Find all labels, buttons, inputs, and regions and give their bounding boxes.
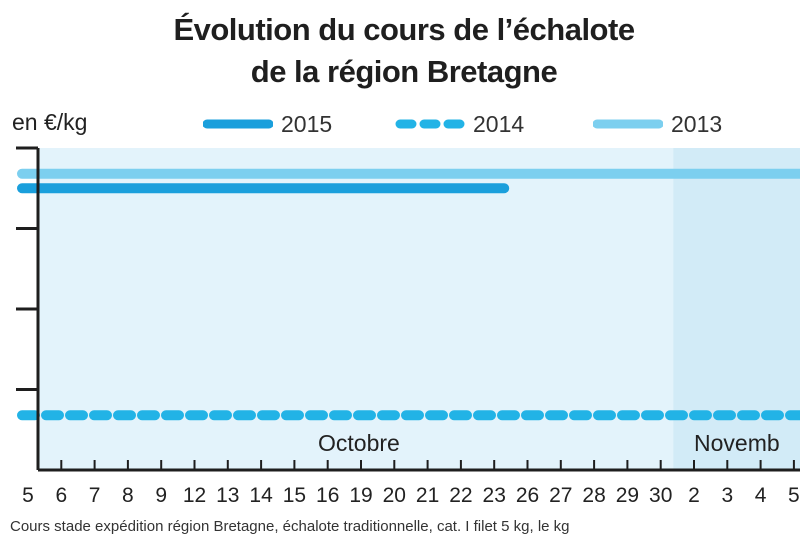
x-tick-label: 16 [316,484,339,507]
series-layer [17,168,800,421]
axis-layer [16,146,800,472]
legend-swatch-2014 [395,119,465,129]
x-tick-label: 19 [349,484,372,507]
x-tick-label: 26 [516,484,539,507]
x-tick-label: 9 [155,484,167,507]
x-tick-label: 2 [688,484,700,507]
x-tick-label: 12 [183,484,206,507]
x-tick-label: 13 [216,484,239,507]
x-tick-label: 7 [89,484,101,507]
y-axis-unit-label: en €/kg [12,109,88,135]
x-tick-label: 14 [249,484,273,507]
x-tick-label: 22 [449,484,472,507]
x-tick-label: 27 [549,484,572,507]
legend-label-2015: 2015 [281,110,333,137]
legend-label-2014: 2014 [473,110,525,137]
x-tick-label: 5 [22,484,34,507]
legend-swatch-2013 [593,119,663,129]
legend-label-2013: 2013 [671,110,723,137]
x-tick-label: 21 [416,484,439,507]
x-tick-label: 29 [616,484,639,507]
x-tick-label: 28 [582,484,605,507]
legend-item-2014: 2014 [395,108,524,140]
chart-title-line1: Évolution du cours de l’échalote [173,12,635,47]
legend-swatch-2015 [203,119,273,129]
x-tick-label: 5 [788,484,800,507]
x-tick-label: 6 [55,484,67,507]
x-tick-label: 3 [721,484,733,507]
november-band [673,148,800,470]
x-tick-label: 20 [383,484,406,507]
x-tick-label: 8 [122,484,134,507]
month-label-novembre: Novemb [694,430,780,456]
label-layer: 5 6 7 8 9 12 13 14 15 16 19 20 21 22 23 26 27 28 29 30 2 3 4 5O… [22,430,800,507]
legend-item-2013: 2013 [593,108,722,140]
x-tick-label: 4 [755,484,767,507]
chart-caption: Cours stade expédition région Bretagne, … [10,518,570,535]
chart-title-line2: de la région Bretagne [250,54,558,89]
x-tick-label: 30 [649,484,672,507]
legend-item-2015: 2015 [203,108,332,140]
month-label-octobre: Octobre [318,430,400,456]
x-tick-label: 23 [483,484,506,507]
x-tick-label: 15 [283,484,306,507]
